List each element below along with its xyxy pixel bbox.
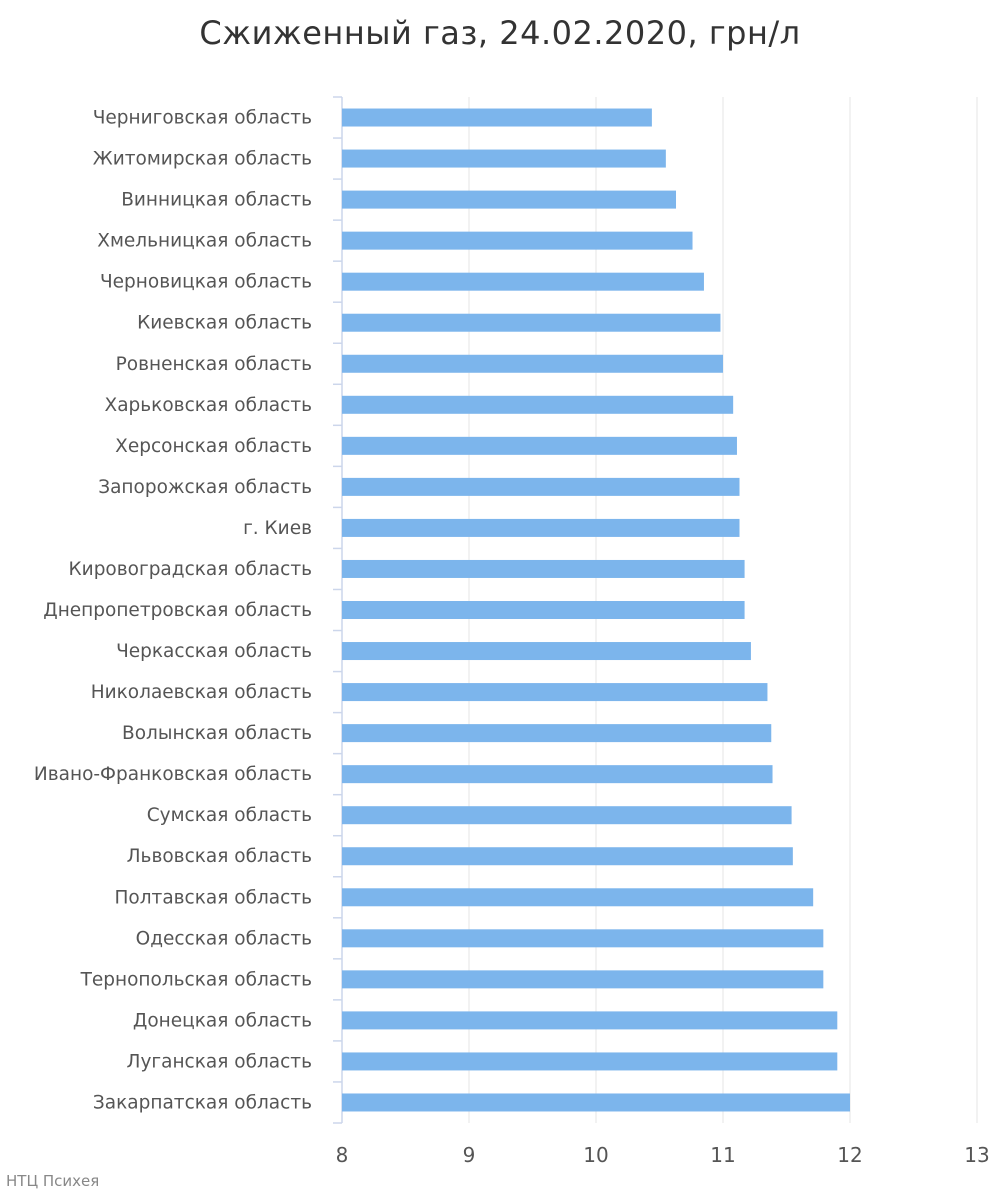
category-label: Черновицкая область — [100, 272, 312, 293]
category-label: Ивано-Франковская область — [34, 764, 312, 785]
bar — [342, 806, 792, 825]
bar — [342, 601, 745, 619]
category-label: Житомирская область — [93, 149, 312, 170]
category-label: Николаевская область — [91, 682, 312, 703]
category-label: Закарпатская область — [93, 1092, 312, 1113]
category-label: Винницкая область — [121, 190, 312, 211]
bar — [342, 683, 768, 702]
category-label: Львовская область — [127, 846, 312, 867]
category-label: Ровненская область — [116, 354, 312, 375]
credit-text: НТЦ Психея — [6, 1172, 100, 1190]
bar — [342, 395, 734, 414]
bar — [342, 231, 693, 250]
bar — [342, 970, 824, 989]
category-label: Тернопольская область — [80, 969, 312, 990]
category-label: Волынская область — [122, 723, 312, 744]
x-tick-label: 11 — [710, 1143, 735, 1167]
category-label: Днепропетровская область — [43, 600, 312, 621]
category-label: Черкасская область — [116, 641, 312, 662]
bar — [342, 149, 666, 168]
x-tick-label: 10 — [583, 1143, 608, 1167]
bar — [342, 518, 740, 537]
bar — [342, 1093, 850, 1112]
bar — [342, 888, 814, 907]
category-label: Полтавская область — [114, 887, 312, 908]
category-label: Киевская область — [137, 313, 312, 334]
bar — [342, 436, 737, 455]
category-label: Хмельницкая область — [97, 231, 312, 252]
bar — [342, 108, 652, 127]
category-label: Херсонская область — [115, 436, 312, 457]
category-label: г. Киев — [243, 518, 312, 539]
x-tick-label: 12 — [837, 1143, 862, 1167]
x-tick-label: 8 — [336, 1143, 349, 1167]
category-label: Запорожская область — [98, 477, 312, 498]
bar — [342, 765, 773, 784]
chart-title: Сжиженный газ, 24.02.2020, грн/л — [199, 14, 801, 52]
bar — [342, 642, 751, 661]
bar — [342, 272, 704, 291]
bar — [342, 354, 723, 373]
bar — [342, 313, 721, 332]
category-label: Кировоградская область — [69, 559, 312, 580]
x-tick-label: 9 — [463, 1143, 476, 1167]
category-label: Харьковская область — [105, 395, 312, 416]
category-label: Донецкая область — [133, 1010, 312, 1031]
bar — [342, 929, 824, 948]
category-label: Одесская область — [136, 928, 312, 949]
category-label: Сумская область — [147, 805, 312, 826]
x-tick-label: 13 — [964, 1143, 989, 1167]
bar — [342, 559, 745, 578]
bar — [342, 1011, 838, 1030]
bar — [342, 724, 772, 743]
bar — [342, 477, 740, 496]
category-label: Луганская область — [127, 1051, 312, 1072]
bar — [342, 1052, 838, 1071]
bar — [342, 190, 677, 209]
bar — [342, 847, 793, 866]
category-label: Черниговская область — [93, 108, 312, 129]
